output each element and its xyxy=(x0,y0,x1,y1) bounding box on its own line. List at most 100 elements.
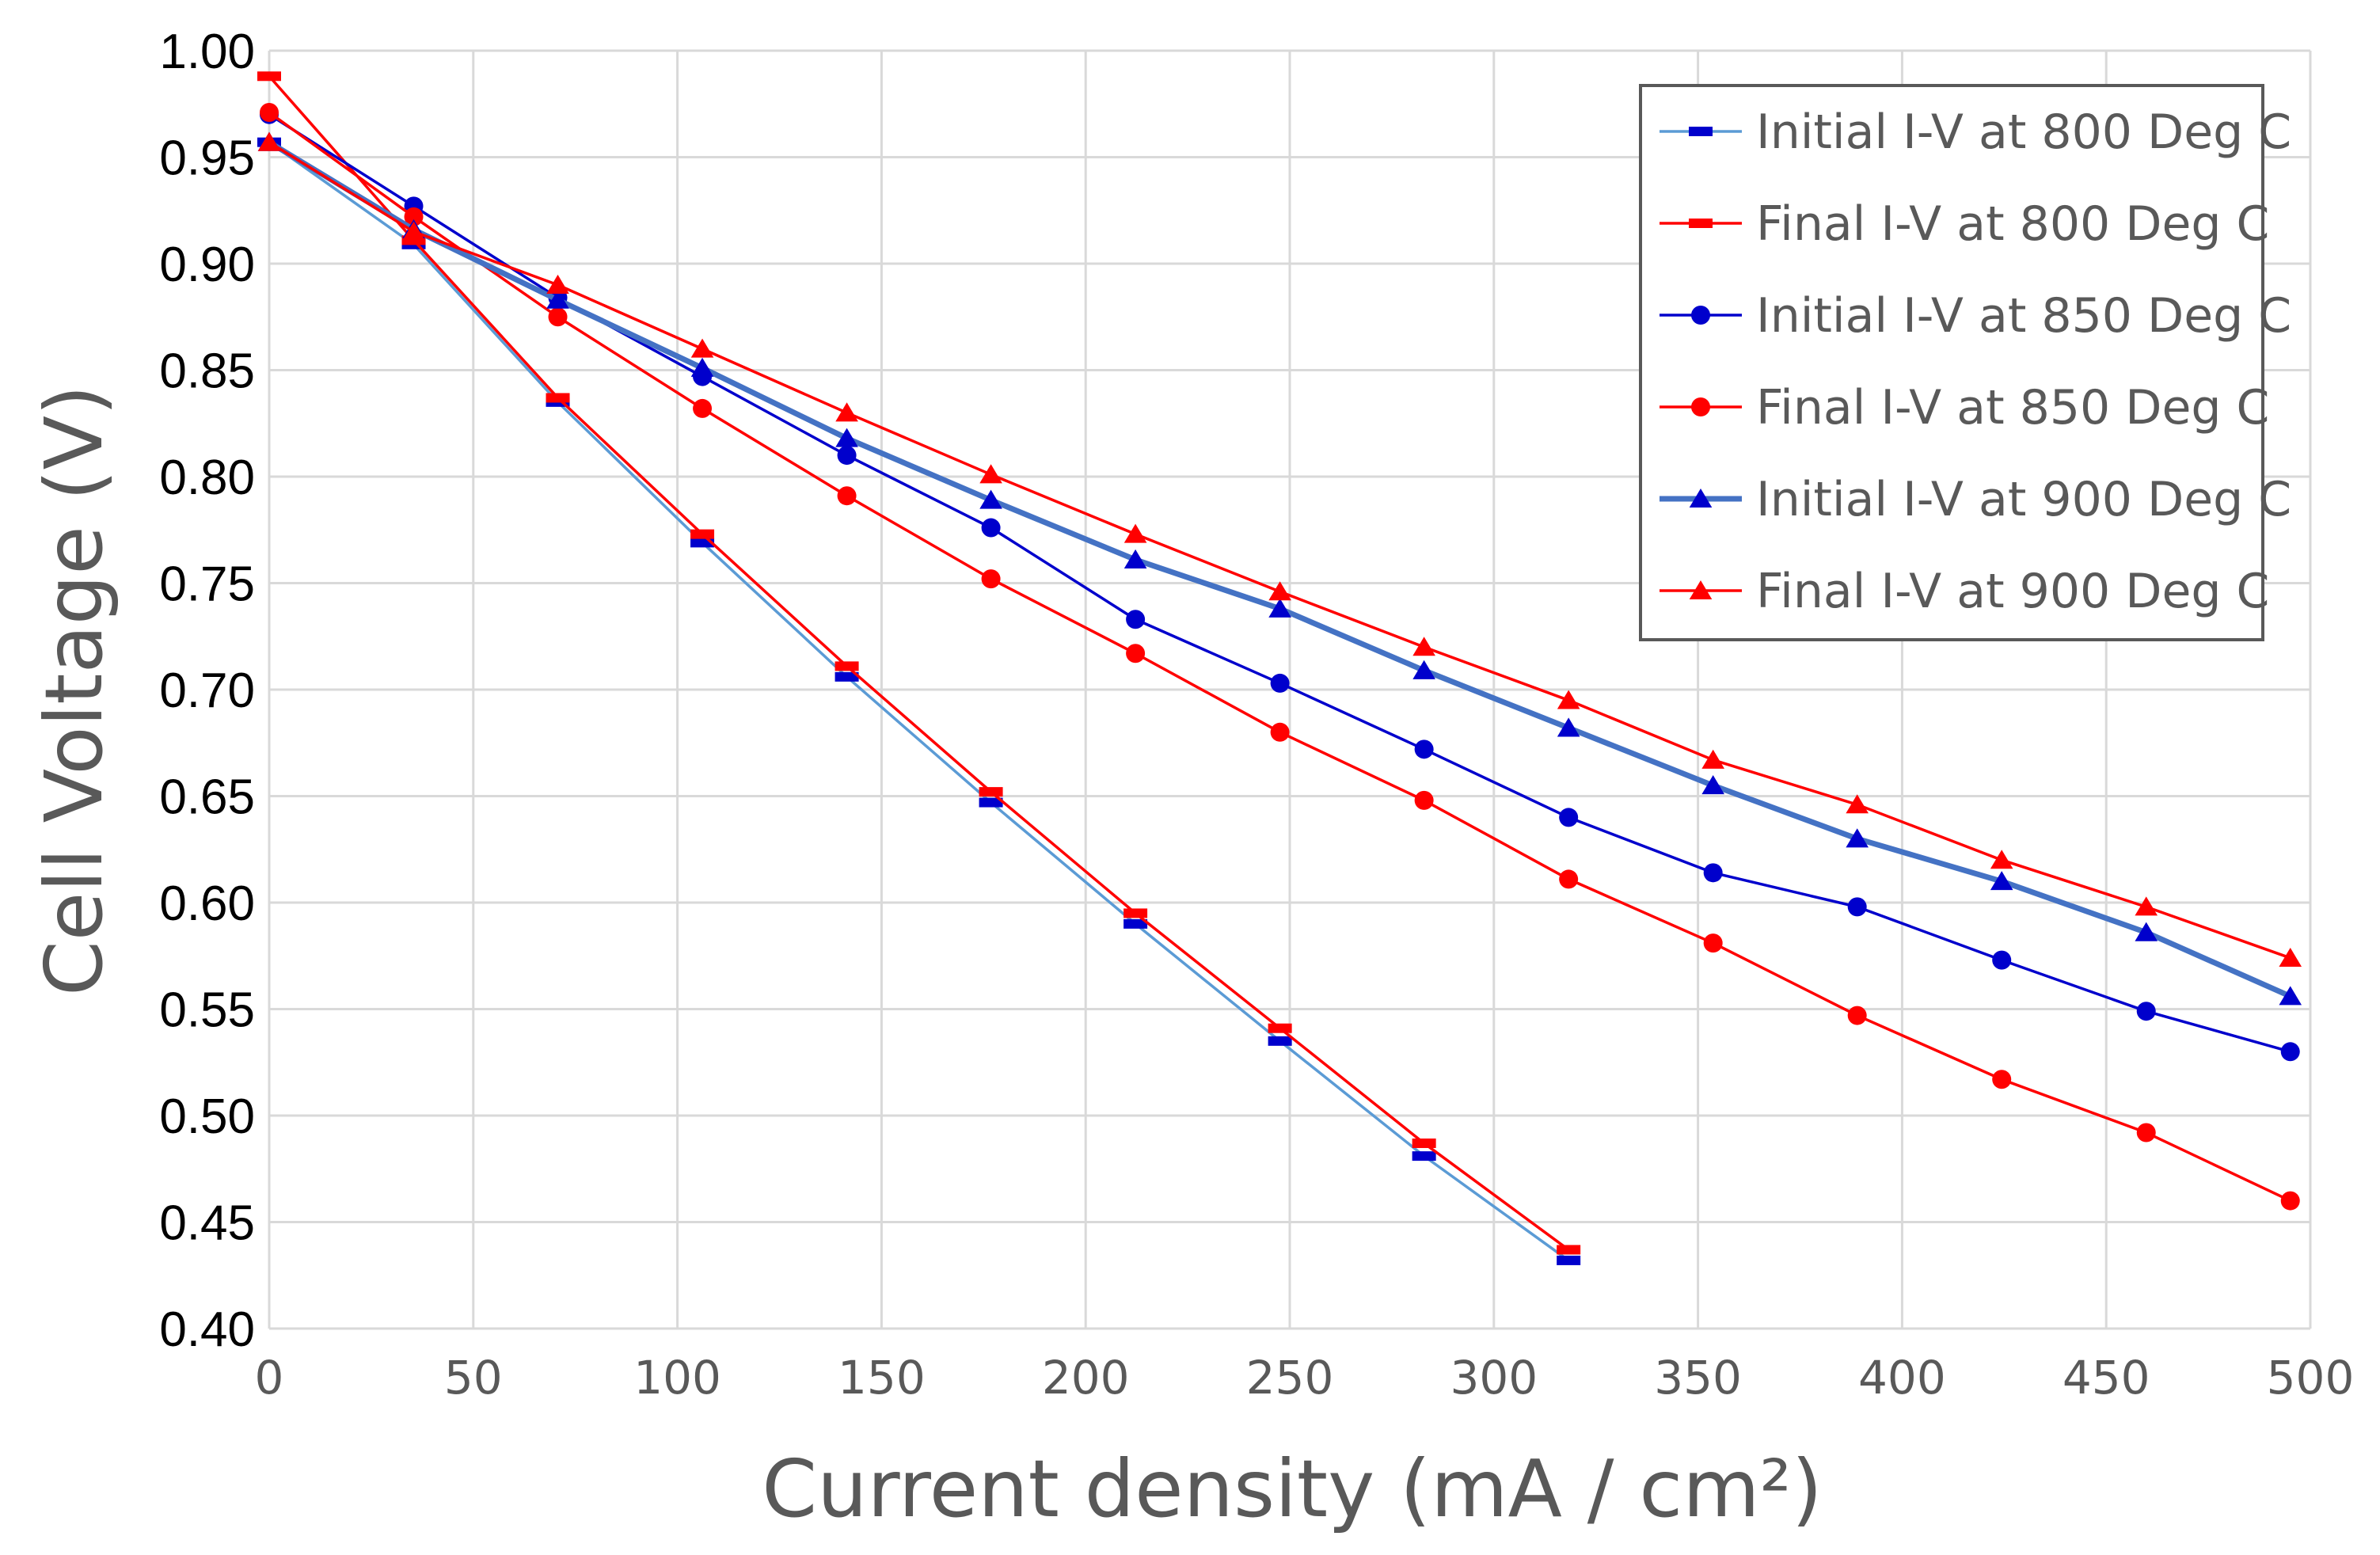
x-tick-label: 0 xyxy=(255,1351,284,1405)
data-point xyxy=(1559,869,1579,889)
data-point xyxy=(2280,1042,2300,1062)
data-point xyxy=(1847,897,1867,917)
y-axis-title: Cell Voltage (V) xyxy=(28,385,120,996)
data-point xyxy=(835,661,859,671)
x-tick-label: 450 xyxy=(2063,1351,2150,1405)
series-line xyxy=(268,141,1570,1262)
data-point xyxy=(2136,1123,2156,1142)
data-point xyxy=(837,446,857,466)
legend-entry: Initial I-V at 850 Deg C xyxy=(1660,288,2291,344)
x-tick-label: 150 xyxy=(838,1351,926,1405)
series-6 xyxy=(257,131,2302,967)
data-point xyxy=(835,428,858,447)
data-point xyxy=(404,207,424,226)
data-point xyxy=(979,787,1003,797)
data-point xyxy=(1414,790,1434,810)
legend-marker xyxy=(1689,580,1713,600)
data-point xyxy=(1557,1245,1581,1255)
legend-label: Final I-V at 800 Deg C xyxy=(1756,196,2269,252)
legend-marker xyxy=(1689,489,1713,508)
legend-entry: Final I-V at 800 Deg C xyxy=(1660,196,2269,252)
data-series xyxy=(257,71,2302,1265)
data-point xyxy=(1123,549,1147,568)
data-point xyxy=(1990,871,2013,891)
data-point xyxy=(1701,749,1724,769)
y-tick-label: 0.85 xyxy=(159,344,255,399)
x-tick-label: 50 xyxy=(444,1351,503,1405)
x-tick-label: 350 xyxy=(1654,1351,1742,1405)
x-tick-label: 200 xyxy=(1042,1351,1130,1405)
data-point xyxy=(1268,598,1291,618)
data-point xyxy=(1123,523,1147,543)
data-point xyxy=(1990,850,2013,869)
y-tick-label: 0.75 xyxy=(159,557,255,612)
data-point xyxy=(2279,947,2302,967)
y-tick-label: 0.50 xyxy=(159,1089,255,1144)
data-point xyxy=(690,529,715,539)
data-point xyxy=(1123,908,1148,918)
series-line xyxy=(268,75,1570,1251)
series-5 xyxy=(257,131,2302,1006)
axes xyxy=(268,51,2310,1330)
legend: Initial I-V at 800 Deg C Final I-V at 800… xyxy=(1639,84,2291,641)
data-point xyxy=(835,402,858,422)
legend-marker xyxy=(1691,397,1710,416)
legend-entry: Final I-V at 850 Deg C xyxy=(1660,380,2269,435)
legend-entry: Final I-V at 900 Deg C xyxy=(1660,564,2269,619)
data-point xyxy=(2136,1002,2156,1021)
data-point xyxy=(693,398,713,418)
y-tick-label: 0.40 xyxy=(159,1302,255,1357)
x-tick-label: 100 xyxy=(633,1351,721,1405)
data-point xyxy=(690,338,714,358)
data-point xyxy=(1992,1070,2012,1089)
data-point xyxy=(1557,1255,1581,1265)
x-tick-label: 300 xyxy=(1450,1351,1538,1405)
data-point xyxy=(1703,863,1723,883)
data-point xyxy=(1846,828,1869,848)
data-point xyxy=(548,307,568,327)
y-tick-label: 0.90 xyxy=(159,238,255,292)
data-point xyxy=(1559,808,1579,827)
data-point xyxy=(837,486,857,506)
legend-entry: Initial I-V at 800 Deg C xyxy=(1660,105,2291,160)
data-point xyxy=(546,393,570,403)
legend-marker xyxy=(1691,306,1710,325)
data-point xyxy=(979,797,1003,808)
data-point xyxy=(1268,581,1291,601)
y-tick-label: 1.00 xyxy=(159,25,255,79)
y-tick-label: 0.65 xyxy=(159,770,255,825)
data-point xyxy=(546,274,569,294)
data-point xyxy=(690,357,714,377)
legend-label: Final I-V at 850 Deg C xyxy=(1756,380,2269,435)
data-point xyxy=(1412,660,1435,679)
data-point xyxy=(1703,933,1723,953)
data-point xyxy=(1126,610,1146,629)
legend-marker xyxy=(1689,219,1713,228)
data-point xyxy=(257,131,281,151)
data-point xyxy=(2280,1191,2300,1211)
x-axis-title: Current density (mA / cm²) xyxy=(762,1443,1822,1535)
data-point xyxy=(2135,922,2158,941)
y-tick-label: 0.80 xyxy=(159,451,255,505)
data-point xyxy=(1268,1023,1292,1033)
legend-entry: Initial I-V at 900 Deg C xyxy=(1660,472,2291,527)
y-tick-label: 0.70 xyxy=(159,663,255,718)
data-point xyxy=(546,289,569,309)
data-point xyxy=(979,464,1002,484)
data-point xyxy=(1268,1036,1292,1046)
data-point xyxy=(1847,1006,1867,1025)
legend-label: Final I-V at 900 Deg C xyxy=(1756,564,2269,619)
data-point xyxy=(1126,644,1146,663)
series-4 xyxy=(260,103,2300,1211)
data-point xyxy=(1123,918,1148,929)
legend-box xyxy=(1639,84,2264,641)
data-point xyxy=(1701,775,1724,795)
data-point xyxy=(981,518,1001,538)
data-point xyxy=(2135,896,2158,916)
data-point xyxy=(981,569,1001,589)
legend-label: Initial I-V at 800 Deg C xyxy=(1756,105,2291,160)
data-point xyxy=(1846,794,1869,814)
data-point xyxy=(260,103,279,123)
data-point xyxy=(1992,950,2012,970)
